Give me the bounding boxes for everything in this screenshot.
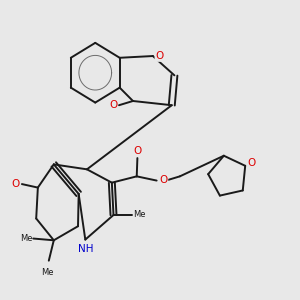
Text: O: O: [12, 179, 20, 189]
Text: NH: NH: [78, 244, 93, 254]
Text: O: O: [159, 175, 167, 185]
Text: Me: Me: [133, 211, 145, 220]
Text: O: O: [109, 100, 117, 110]
Text: Me: Me: [20, 234, 32, 243]
Text: Me: Me: [42, 268, 54, 278]
Text: O: O: [155, 51, 164, 61]
Text: O: O: [248, 158, 256, 168]
Text: O: O: [133, 146, 142, 156]
